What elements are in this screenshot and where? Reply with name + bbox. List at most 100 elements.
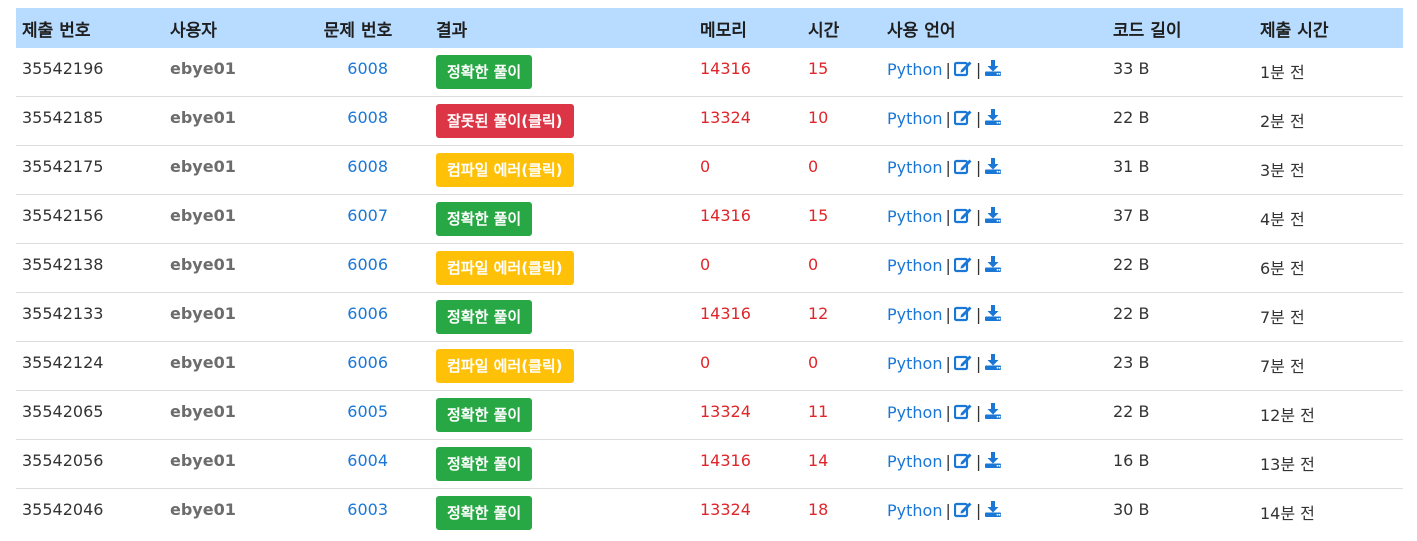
separator: | [945,207,951,226]
language-link[interactable]: Python [887,501,943,520]
edit-icon[interactable] [953,353,973,375]
submission-id: 35542138 [22,255,104,274]
time-cell: 0 [808,255,819,274]
user-link[interactable]: ebye01 [170,157,236,176]
user-link[interactable]: ebye01 [170,59,236,78]
user-link[interactable]: ebye01 [170,451,236,470]
result-badge[interactable]: 컴파일 에러(클릭) [436,349,574,383]
separator: | [945,109,951,128]
separator: | [945,305,951,324]
language-link[interactable]: Python [887,256,943,275]
submitted-time-cell[interactable]: 7분 전 [1260,357,1305,376]
problem-cell: 6006 [286,342,430,391]
separator: | [975,452,982,471]
download-icon[interactable] [984,59,1002,81]
submission-id: 35542175 [22,157,104,176]
result-badge[interactable]: 정확한 풀이 [436,496,533,530]
result-badge[interactable]: 정확한 풀이 [436,202,533,236]
language-link[interactable]: Python [887,207,943,226]
time-cell: 0 [808,157,819,176]
download-icon[interactable] [984,402,1002,424]
user-link[interactable]: ebye01 [170,500,236,519]
problem-link[interactable]: 6006 [347,304,388,323]
problem-link[interactable]: 6003 [347,500,388,519]
edit-icon[interactable] [953,304,973,326]
separator: | [975,256,982,275]
download-icon[interactable] [984,255,1002,277]
user-link[interactable]: ebye01 [170,353,236,372]
table-row: 35542056 ebye01 6004 정확한 풀이 14316 14 Pyt… [16,439,1403,489]
problem-link[interactable]: 6008 [347,108,388,127]
separator: | [945,60,951,79]
edit-icon[interactable] [953,157,973,179]
table-header-row: 제출 번호 사용자 문제 번호 결과 메모리 시간 사용 언어 코드 길이 제출… [16,8,1403,48]
language-link[interactable]: Python [887,452,943,471]
edit-icon[interactable] [953,108,973,130]
result-badge[interactable]: 정확한 풀이 [436,447,533,481]
submitted-time-cell[interactable]: 6분 전 [1260,259,1305,278]
separator: | [945,501,951,520]
problem-cell: 6008 [286,97,430,146]
user-link[interactable]: ebye01 [170,206,236,225]
problem-link[interactable]: 6008 [347,59,388,78]
edit-icon[interactable] [953,59,973,81]
submission-id: 35542056 [22,451,104,470]
language-link[interactable]: Python [887,109,943,128]
language-link[interactable]: Python [887,305,943,324]
problem-link[interactable]: 6006 [347,255,388,274]
submitted-time-cell[interactable]: 1분 전 [1260,63,1305,82]
user-cell: ebye01 [164,342,286,391]
edit-icon[interactable] [953,206,973,228]
problem-link[interactable]: 6007 [347,206,388,225]
header-user[interactable]: 사용자 [170,20,217,41]
result-badge[interactable]: 정확한 풀이 [436,300,533,334]
problem-link[interactable]: 6006 [347,353,388,372]
problem-link[interactable]: 6005 [347,402,388,421]
table-row: 35542133 ebye01 6006 정확한 풀이 14316 12 Pyt… [16,292,1403,342]
submitted-time-cell[interactable]: 12분 전 [1260,406,1315,425]
header-result[interactable]: 결과 [436,20,468,41]
user-link[interactable]: ebye01 [170,108,236,127]
submitted-time-cell[interactable]: 7분 전 [1260,308,1305,327]
download-icon[interactable] [984,157,1002,179]
submitted-time-cell[interactable]: 2분 전 [1260,112,1305,131]
user-link[interactable]: ebye01 [170,304,236,323]
download-icon[interactable] [984,353,1002,375]
download-icon[interactable] [984,206,1002,228]
header-submission-id[interactable]: 제출 번호 [22,20,91,41]
user-link[interactable]: ebye01 [170,402,236,421]
edit-icon[interactable] [953,500,973,522]
download-icon[interactable] [984,304,1002,326]
submitted-time-cell[interactable]: 14분 전 [1260,504,1315,523]
problem-link[interactable]: 6008 [347,157,388,176]
result-badge[interactable]: 정확한 풀이 [436,55,533,89]
submitted-time-cell[interactable]: 4분 전 [1260,210,1305,229]
header-submitted-time[interactable]: 제출 시간 [1260,20,1329,41]
edit-icon[interactable] [953,402,973,424]
edit-icon[interactable] [953,255,973,277]
edit-icon[interactable] [953,451,973,473]
download-icon[interactable] [984,500,1002,522]
header-code-length[interactable]: 코드 길이 [1113,20,1182,41]
result-badge[interactable]: 잘못된 풀이(클릭) [436,104,574,138]
user-link[interactable]: ebye01 [170,255,236,274]
header-problem-id[interactable]: 문제 번호 [323,20,393,41]
problem-link[interactable]: 6004 [347,451,388,470]
submitted-time-cell[interactable]: 13분 전 [1260,455,1315,474]
result-badge[interactable]: 컴파일 에러(클릭) [436,153,574,187]
submitted-time-cell[interactable]: 3분 전 [1260,161,1305,180]
header-memory[interactable]: 메모리 [700,20,747,41]
separator: | [945,452,951,471]
header-time[interactable]: 시간 [808,20,840,41]
download-icon[interactable] [984,108,1002,130]
language-link[interactable]: Python [887,403,943,422]
download-icon[interactable] [984,451,1002,473]
user-cell: ebye01 [164,440,286,489]
result-badge[interactable]: 정확한 풀이 [436,398,533,432]
header-language[interactable]: 사용 언어 [887,20,956,41]
language-link[interactable]: Python [887,354,943,373]
language-link[interactable]: Python [887,158,943,177]
result-badge[interactable]: 컴파일 에러(클릭) [436,251,574,285]
language-link[interactable]: Python [887,60,943,79]
time-cell: 12 [808,304,829,323]
